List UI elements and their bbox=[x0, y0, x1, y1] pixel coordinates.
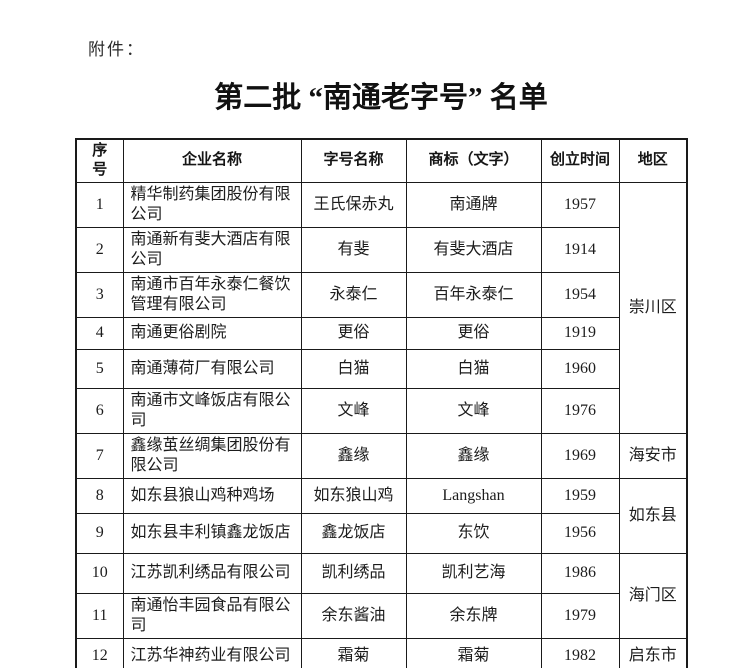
laozihao-table: 序号 企业名称 字号名称 商标（文字） 创立时间 地区 1 精华制药集团股份有限… bbox=[75, 138, 688, 668]
year-cell: 1982 bbox=[540, 637, 620, 668]
year-cell: 1919 bbox=[540, 316, 620, 350]
region-cell: 海安市 bbox=[618, 432, 688, 479]
trademark-cell: 百年永泰仁 bbox=[405, 271, 542, 318]
brand-cell: 如东狼山鸡 bbox=[300, 477, 407, 514]
table-row: 3 南通市百年永泰仁餐饮管理有限公司 永泰仁 百年永泰仁 1954 bbox=[75, 271, 687, 318]
table-row: 8 如东县狼山鸡种鸡场 如东狼山鸡 Langshan 1959 如东县 bbox=[75, 477, 688, 554]
trademark-cell: Langshan bbox=[405, 477, 542, 514]
year-cell: 1960 bbox=[540, 348, 620, 389]
trademark-cell: 鑫缘 bbox=[405, 432, 542, 479]
year-cell: 1979 bbox=[540, 592, 620, 639]
company-cell: 江苏凯利绣品有限公司 bbox=[122, 552, 302, 594]
year-cell: 1957 bbox=[540, 181, 620, 228]
row-number-cell: 8 bbox=[75, 477, 124, 514]
brand-cell: 永泰仁 bbox=[300, 271, 407, 318]
year-cell: 1959 bbox=[540, 477, 620, 514]
table-row: 5 南通薄荷厂有限公司 白猫 白猫 1960 bbox=[75, 348, 687, 389]
year-cell: 1954 bbox=[540, 271, 620, 318]
company-cell: 如东县狼山鸡种鸡场 bbox=[122, 477, 302, 514]
header-region: 地区 bbox=[618, 138, 688, 183]
company-cell: 如东县丰利镇鑫龙饭店 bbox=[122, 512, 302, 554]
header-no: 序号 bbox=[75, 138, 124, 183]
row-number-cell: 10 bbox=[75, 552, 124, 594]
trademark-cell: 余东牌 bbox=[405, 592, 542, 639]
header-company: 企业名称 bbox=[122, 138, 302, 183]
company-cell: 江苏华神药业有限公司 bbox=[122, 637, 302, 668]
row-number-cell: 6 bbox=[75, 387, 124, 434]
brand-cell: 凯利绣品 bbox=[300, 552, 407, 594]
brand-cell: 王氏保赤丸 bbox=[300, 181, 407, 228]
attachment-label: 附件： bbox=[88, 40, 145, 59]
table-row: 1 精华制药集团股份有限公司 王氏保赤丸 南通牌 1957 崇川区 bbox=[75, 181, 688, 434]
brand-cell: 鑫缘 bbox=[300, 432, 407, 479]
trademark-cell: 霜菊 bbox=[405, 637, 542, 668]
trademark-cell: 白猫 bbox=[405, 348, 542, 389]
brand-cell: 有斐 bbox=[300, 226, 407, 273]
company-cell: 南通更俗剧院 bbox=[122, 316, 302, 350]
table-row: 10 江苏凯利绣品有限公司 凯利绣品 凯利艺海 1986 海门区 bbox=[75, 552, 688, 639]
row-number-cell: 12 bbox=[75, 637, 124, 668]
company-cell: 鑫缘茧丝绸集团股份有限公司 bbox=[122, 432, 302, 479]
page-title: 第二批 “南通老字号” 名单 bbox=[214, 82, 548, 114]
table-row: 9 如东县丰利镇鑫龙饭店 鑫龙饭店 东饮 1956 bbox=[75, 512, 687, 554]
year-cell: 1976 bbox=[540, 387, 620, 434]
table-row: 2 南通新有斐大酒店有限公司 有斐 有斐大酒店 1914 bbox=[75, 226, 687, 273]
brand-cell: 文峰 bbox=[300, 387, 407, 434]
company-cell: 南通市文峰饭店有限公司 bbox=[122, 387, 302, 434]
trademark-cell: 有斐大酒店 bbox=[405, 226, 542, 273]
row-number-cell: 9 bbox=[75, 512, 124, 554]
year-cell: 1956 bbox=[540, 512, 620, 554]
trademark-cell: 东饮 bbox=[405, 512, 542, 554]
table-row: 12 江苏华神药业有限公司 霜菊 霜菊 1982 启东市 bbox=[75, 637, 688, 668]
table-row: 7 鑫缘茧丝绸集团股份有限公司 鑫缘 鑫缘 1969 海安市 bbox=[75, 432, 688, 479]
region-cell: 崇川区 bbox=[618, 181, 688, 434]
company-cell: 南通市百年永泰仁餐饮管理有限公司 bbox=[122, 271, 302, 318]
row-number-cell: 7 bbox=[75, 432, 124, 479]
row-number-cell: 4 bbox=[75, 316, 124, 350]
brand-cell: 霜菊 bbox=[300, 637, 407, 668]
trademark-cell: 南通牌 bbox=[405, 181, 542, 228]
trademark-cell: 更俗 bbox=[405, 316, 542, 350]
brand-cell: 余东酱油 bbox=[300, 592, 407, 639]
year-cell: 1986 bbox=[540, 552, 620, 594]
row-number-cell: 3 bbox=[75, 271, 124, 318]
brand-cell: 更俗 bbox=[300, 316, 407, 350]
trademark-cell: 文峰 bbox=[405, 387, 542, 434]
row-number-cell: 11 bbox=[75, 592, 124, 639]
table-row: 6 南通市文峰饭店有限公司 文峰 文峰 1976 bbox=[75, 387, 687, 434]
row-number-cell: 1 bbox=[75, 181, 124, 228]
brand-cell: 白猫 bbox=[300, 348, 407, 389]
trademark-cell: 凯利艺海 bbox=[405, 552, 542, 594]
region-cell: 启东市 bbox=[618, 637, 688, 668]
company-cell: 南通怡丰园食品有限公司 bbox=[122, 592, 302, 639]
table-header-row: 序号 企业名称 字号名称 商标（文字） 创立时间 地区 bbox=[75, 138, 688, 183]
row-number-cell: 2 bbox=[75, 226, 124, 273]
header-trademark: 商标（文字） bbox=[405, 138, 542, 183]
company-cell: 南通薄荷厂有限公司 bbox=[122, 348, 302, 389]
table-row: 4 南通更俗剧院 更俗 更俗 1919 bbox=[75, 316, 687, 350]
company-cell: 精华制药集团股份有限公司 bbox=[122, 181, 302, 228]
brand-cell: 鑫龙饭店 bbox=[300, 512, 407, 554]
company-cell: 南通新有斐大酒店有限公司 bbox=[122, 226, 302, 273]
region-cell: 海门区 bbox=[618, 552, 688, 639]
header-founded: 创立时间 bbox=[540, 138, 620, 183]
table-row: 11 南通怡丰园食品有限公司 余东酱油 余东牌 1979 bbox=[75, 592, 687, 639]
year-cell: 1969 bbox=[540, 432, 620, 479]
region-cell: 如东县 bbox=[618, 477, 688, 554]
header-brand: 字号名称 bbox=[300, 138, 407, 183]
year-cell: 1914 bbox=[540, 226, 620, 273]
row-number-cell: 5 bbox=[75, 348, 124, 389]
